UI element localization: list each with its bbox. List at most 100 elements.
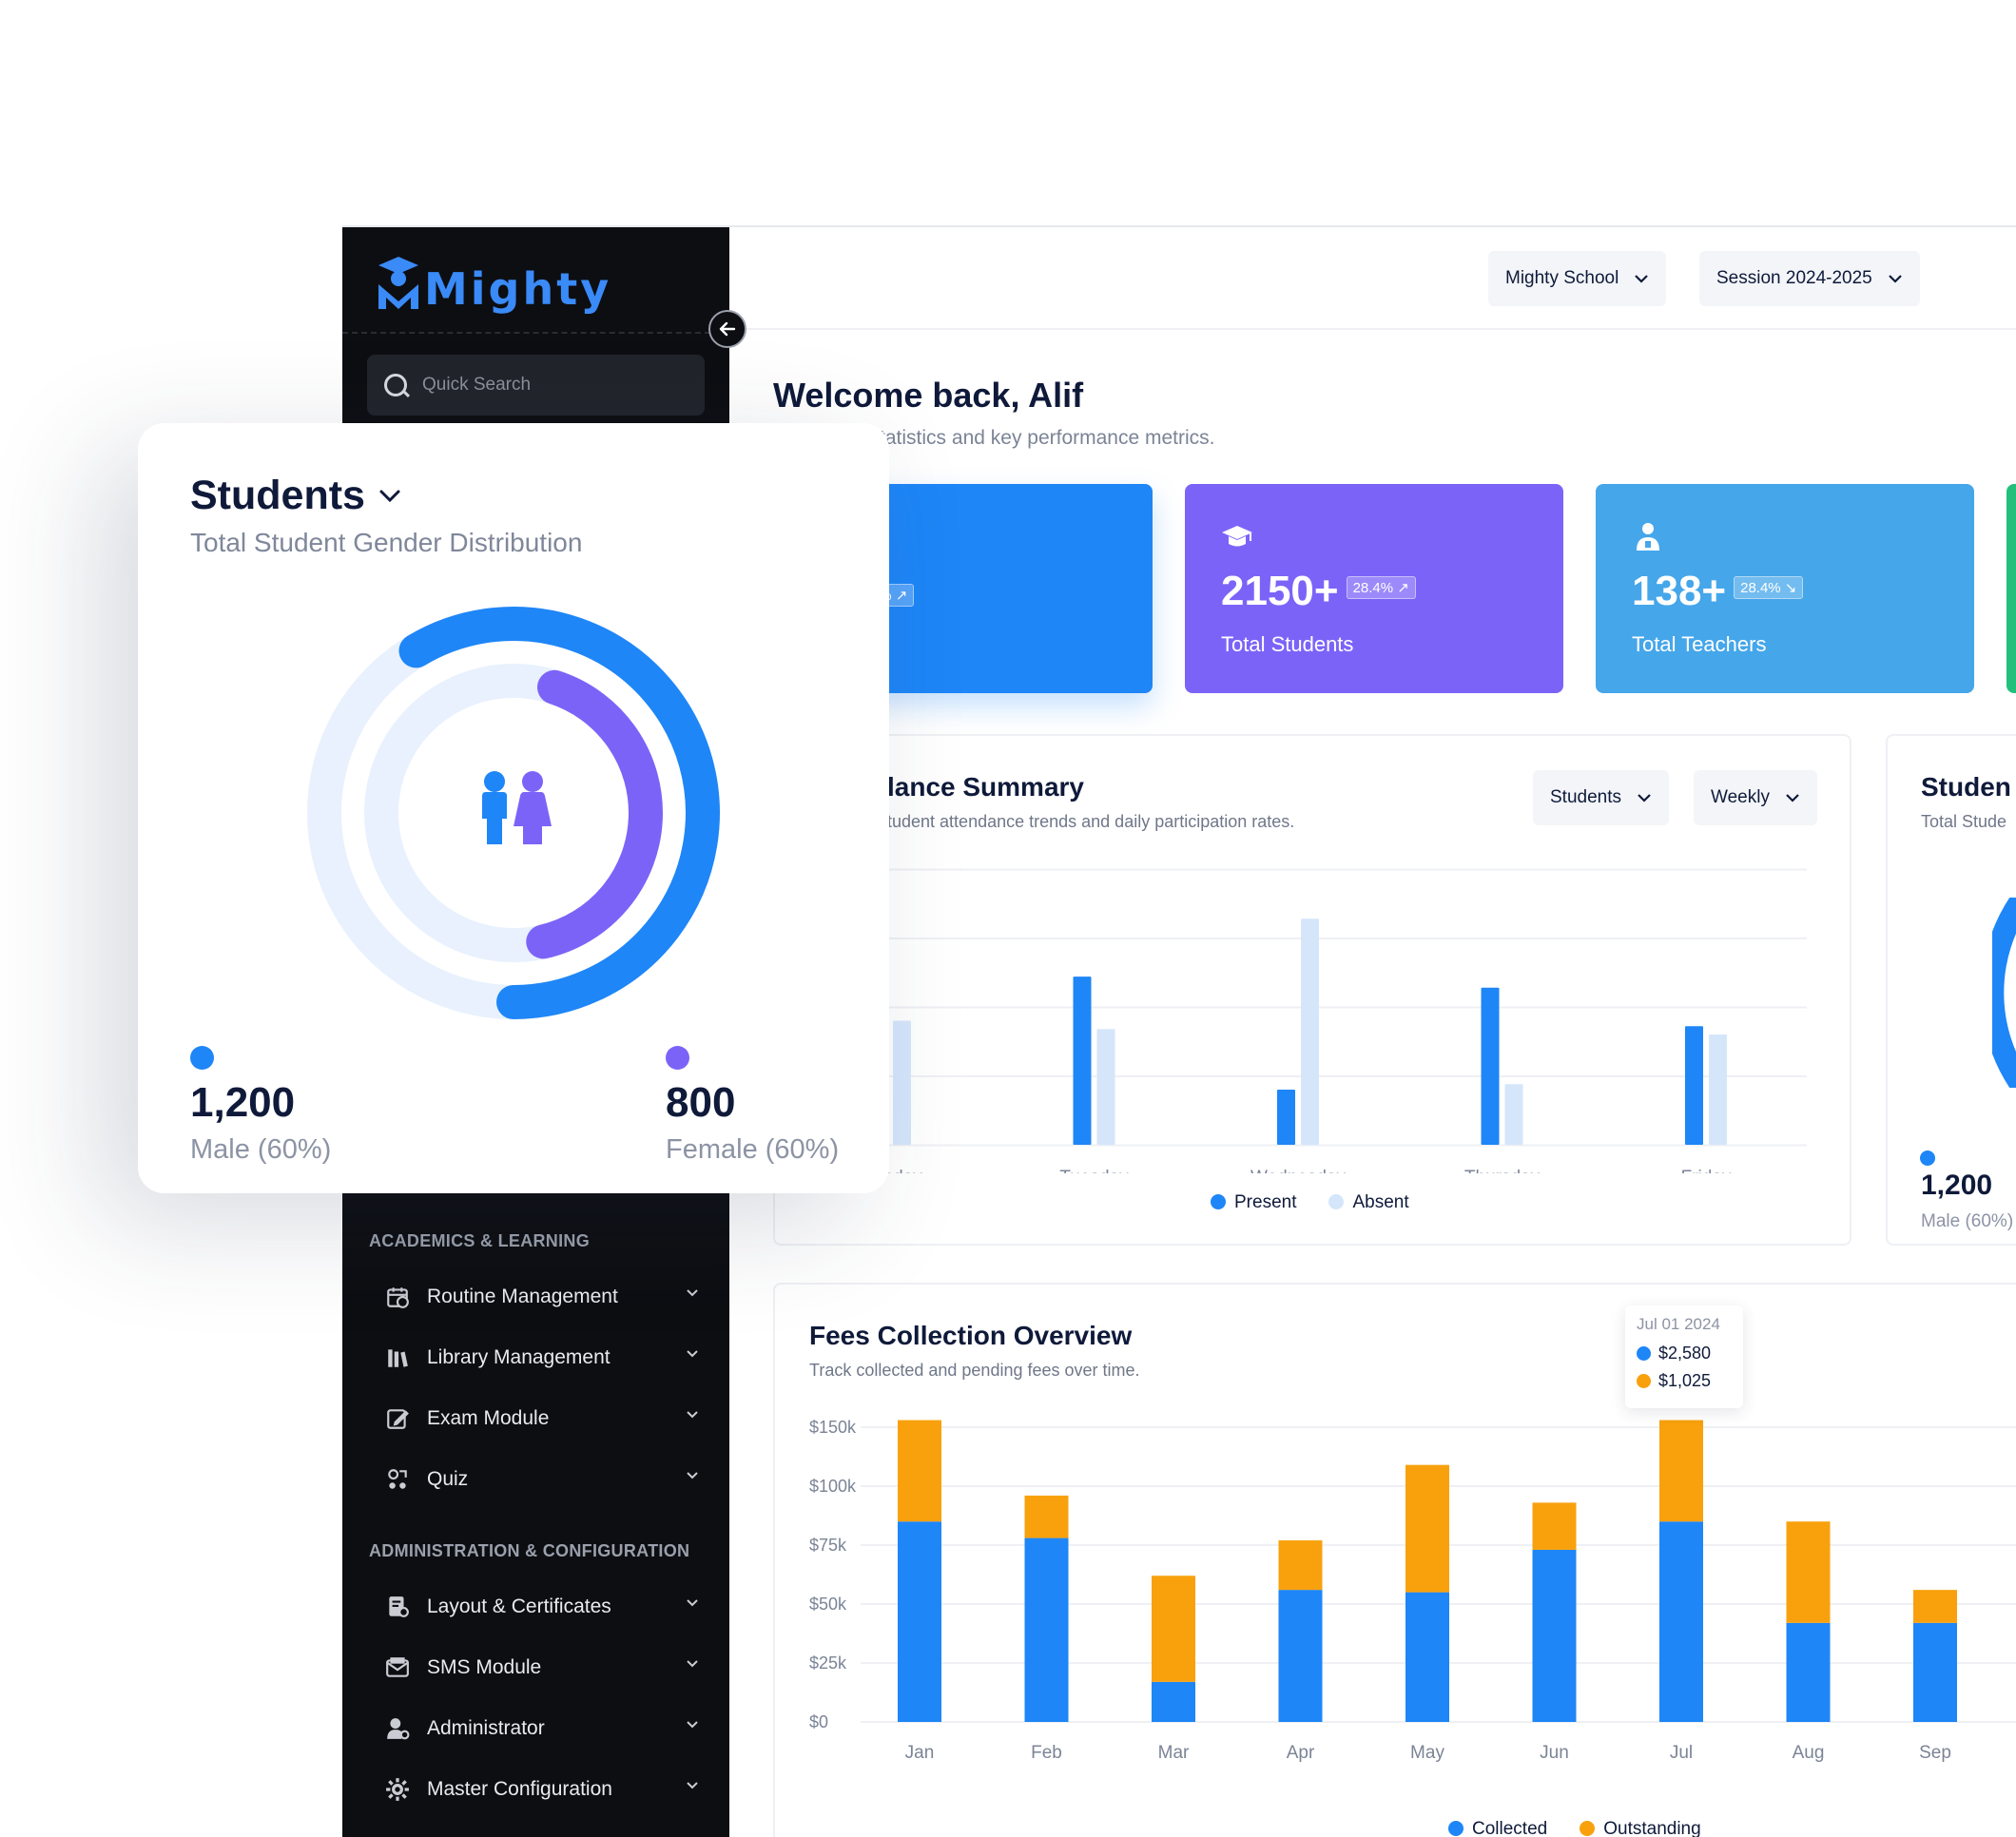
students-card-partial: Studen Total Stude 1,200 Male (60%) <box>1886 734 2016 1246</box>
welcome-title: Welcome back, Alif <box>773 376 1084 415</box>
attendance-chart: Monday Tuesday Wednesday Thursday Friday <box>858 868 1807 1173</box>
female-count: 800 <box>666 1079 736 1126</box>
legend-absent[interactable]: Absent <box>1328 1192 1409 1213</box>
legend-label: Present <box>1234 1192 1297 1212</box>
male-value: 1,200 <box>1921 1170 1993 1201</box>
chevron-down-icon <box>1888 275 1902 283</box>
x-tick-label: Thursday <box>1464 1168 1541 1173</box>
quick-search[interactable] <box>367 355 705 416</box>
sidebar-item-library-management[interactable]: Library Management <box>385 1334 699 1382</box>
attendance-period-dropdown[interactable]: Weekly <box>1694 770 1817 825</box>
stat-label: Total Teachers <box>1632 632 1767 656</box>
legend-dot <box>1637 1346 1651 1361</box>
bar-collected <box>1152 1681 1195 1722</box>
legend-present[interactable]: Present <box>1211 1192 1296 1213</box>
calendar-clock-icon <box>385 1285 410 1309</box>
bar-present <box>1277 1090 1295 1145</box>
chevron-down-icon <box>687 1782 698 1789</box>
students-card-subtitle: Total Student Gender Distribution <box>190 528 583 557</box>
stat-card-admin[interactable]: 28.4% ↗ min <box>837 484 1153 693</box>
stat-card-students[interactable]: 2150+ 28.4% ↗ Total Students <box>1185 484 1563 693</box>
bar-absent <box>1301 918 1319 1145</box>
sidebar-item-label: Exam Module <box>427 1407 550 1429</box>
chevron-down-icon <box>687 1411 698 1419</box>
bar-outstanding <box>1152 1576 1195 1682</box>
bar-absent <box>1504 1084 1523 1145</box>
graduation-logo-icon <box>378 257 418 309</box>
bar-present <box>1481 987 1500 1145</box>
topbar: Mighty School Session 2024-2025 <box>729 227 2016 330</box>
fees-legend: Collected Outstanding <box>1448 1819 1701 1837</box>
chevron-down-icon <box>687 1350 698 1358</box>
graduation-cap-icon <box>1222 526 1252 547</box>
sidebar-item-label: Layout & Certificates <box>427 1595 611 1617</box>
sidebar-item-layout-certificates[interactable]: Layout & Certificates <box>385 1583 699 1631</box>
chevron-down-icon <box>1786 794 1799 802</box>
collapse-sidebar-button[interactable] <box>708 310 746 348</box>
sidebar-item-sms-module[interactable]: SMS Module <box>385 1644 699 1692</box>
x-tick-label: Jan <box>905 1743 935 1763</box>
section-academics: ACADEMICS & LEARNING <box>369 1231 591 1250</box>
stat-card-teachers[interactable]: 138+ 28.4% ↘ Total Teachers <box>1596 484 1974 693</box>
bar-collected <box>1532 1549 1577 1722</box>
male-label: Male (60%) <box>1921 1211 2014 1231</box>
sidebar-item-label: Master Configuration <box>427 1778 612 1800</box>
books-icon <box>385 1345 410 1370</box>
legend-collected[interactable]: Collected <box>1448 1819 1547 1837</box>
bar-collected <box>1913 1622 1957 1722</box>
students-card-title[interactable]: Students <box>190 473 401 519</box>
attendance-legend: Present Absent <box>1211 1192 1409 1213</box>
stat-badge: 28.4% ↘ <box>1734 576 1804 600</box>
y-tick-label: $0 <box>809 1712 828 1731</box>
brand-logo[interactable]: Mighty <box>375 254 611 311</box>
gender-donut-partial <box>1992 898 2016 1088</box>
brand-name: Mighty <box>424 263 612 315</box>
teacher-icon <box>1637 523 1659 551</box>
search-input[interactable] <box>420 374 668 396</box>
user-gear-icon <box>385 1716 410 1741</box>
x-tick-label: May <box>1410 1743 1444 1763</box>
bar-collected <box>1278 1590 1323 1722</box>
x-tick-label: Sep <box>1919 1743 1951 1763</box>
tooltip-date: Jul 01 2024 <box>1637 1315 1720 1333</box>
sidebar-item-label: Quiz <box>427 1468 469 1490</box>
bar-absent <box>893 1020 911 1145</box>
students-gender-card: Students Total Student Gender Distributi… <box>138 423 889 1193</box>
bar-outstanding <box>1024 1495 1069 1538</box>
stat-value: 138+ 28.4% ↘ <box>1632 568 1804 615</box>
x-tick-label: Aug <box>1793 1743 1825 1763</box>
search-icon <box>384 374 407 396</box>
dashboard-window: Mighty ACADEMICS & LEARNING Routine Mana… <box>342 225 2016 1837</box>
legend-label: Outstanding <box>1603 1819 1701 1837</box>
school-dropdown[interactable]: Mighty School <box>1488 251 1667 306</box>
bar-absent <box>1096 1029 1115 1145</box>
stat-card-extra[interactable] <box>2006 484 2016 693</box>
certificate-icon <box>385 1595 410 1619</box>
sidebar-item-quiz[interactable]: Quiz <box>385 1456 699 1503</box>
tooltip-outstanding-value: $1,025 <box>1658 1371 1712 1390</box>
sidebar-item-label: SMS Module <box>427 1656 542 1678</box>
quiz-icon <box>385 1467 410 1492</box>
session-dropdown[interactable]: Session 2024-2025 <box>1699 251 1920 306</box>
attendance-group-dropdown[interactable]: Students <box>1533 770 1669 825</box>
sidebar-item-label: Routine Management <box>427 1286 618 1307</box>
chevron-down-icon <box>1638 794 1651 802</box>
bar-outstanding <box>898 1420 941 1522</box>
tooltip-collected-value: $2,580 <box>1658 1344 1712 1363</box>
sidebar-item-master-configuration[interactable]: Master Configuration <box>385 1766 699 1813</box>
chevron-down-icon <box>687 1472 698 1479</box>
sidebar-item-exam-module[interactable]: Exam Module <box>385 1395 699 1442</box>
chevron-down-icon <box>379 490 400 502</box>
sidebar-item-administrator[interactable]: Administrator <box>385 1705 699 1752</box>
tooltip-collected: $2,580 <box>1637 1344 1732 1363</box>
bar-outstanding <box>1659 1420 1703 1522</box>
legend-outstanding[interactable]: Outstanding <box>1580 1819 1701 1837</box>
male-legend-dot <box>190 1046 214 1070</box>
fees-card: Fees Collection Overview Track collected… <box>773 1283 2016 1837</box>
students-partial-title: Studen <box>1921 772 2011 802</box>
sidebar-item-routine-management[interactable]: Routine Management <box>385 1273 699 1321</box>
bar-collected <box>898 1521 941 1722</box>
legend-dot <box>1637 1374 1651 1388</box>
stat-badge: 28.4% ↗ <box>1346 576 1416 600</box>
section-administration: ADMINISTRATION & CONFIGURATION <box>369 1541 690 1560</box>
